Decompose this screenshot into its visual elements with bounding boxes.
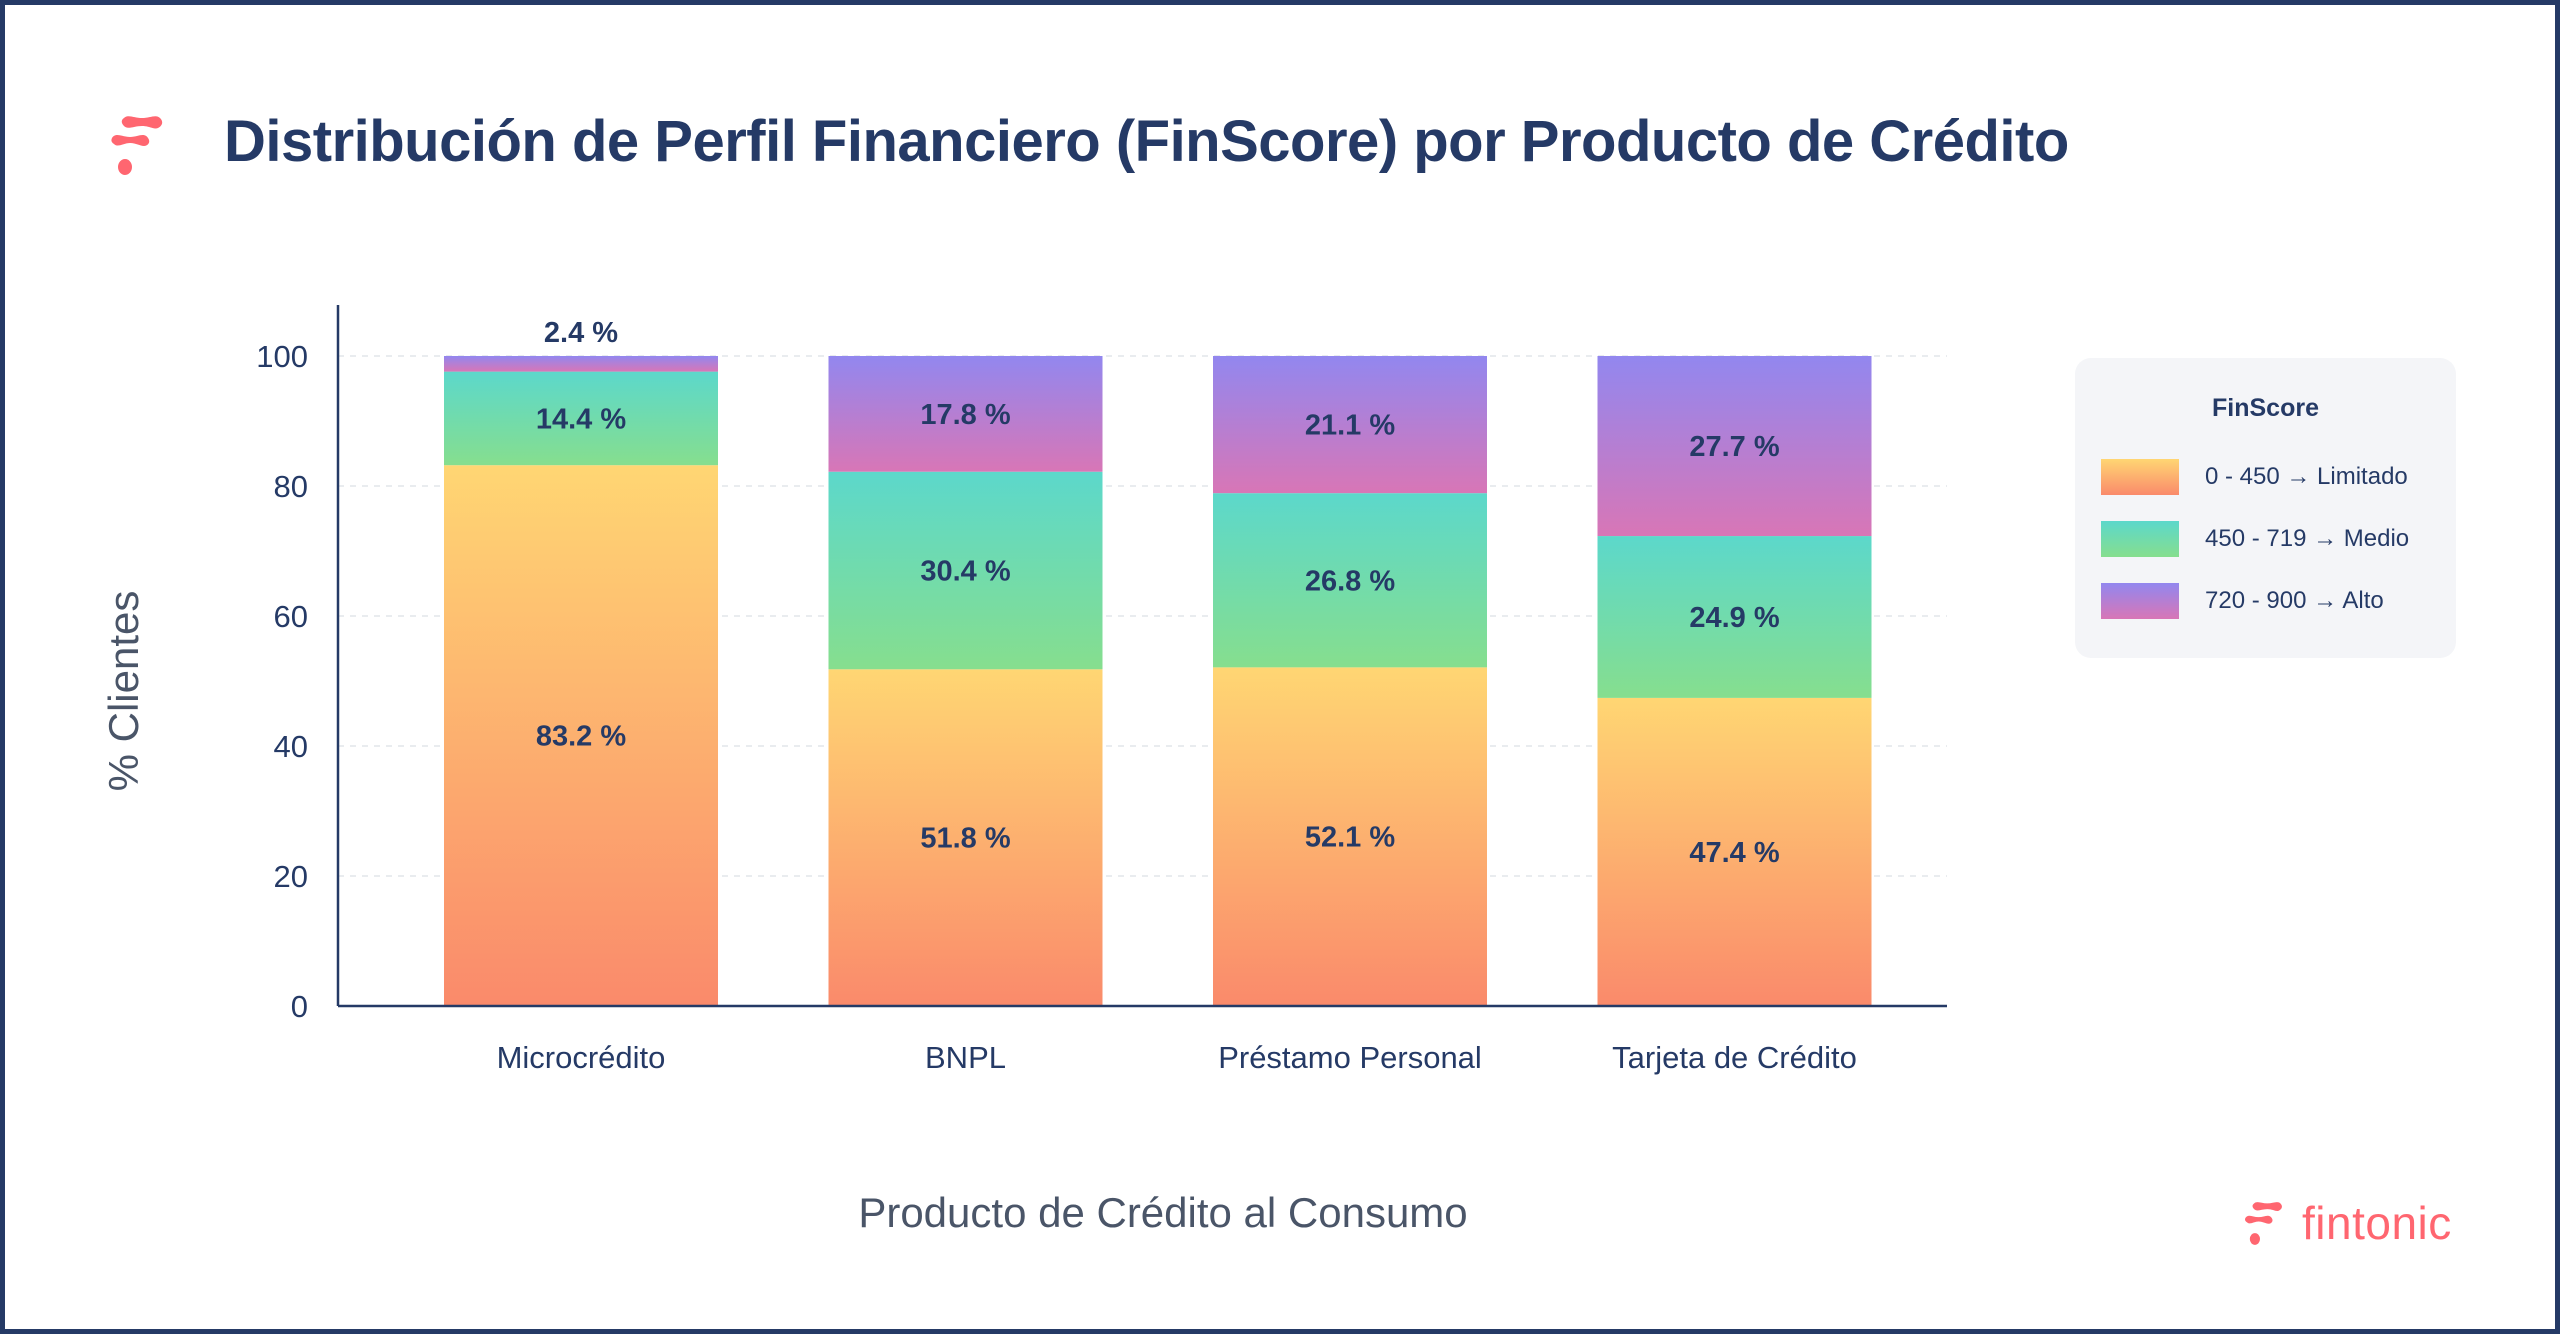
x-tick-label: BNPL — [925, 1040, 1006, 1075]
fintonic-logo-icon — [2245, 1202, 2282, 1245]
legend-swatch — [2101, 583, 2179, 619]
data-label: 52.1 % — [1305, 822, 1395, 854]
fintonic-logo-icon — [110, 112, 176, 183]
legend-title: FinScore — [2212, 394, 2319, 422]
bar-segment — [1213, 356, 1487, 494]
bar-segment — [1597, 697, 1872, 1006]
legend-label: 450 - 719 → Medio — [2205, 525, 2410, 552]
x-tick-label: Tarjeta de Crédito — [1612, 1040, 1857, 1075]
data-label: 14.4 % — [536, 403, 626, 435]
y-tick-label: 60 — [274, 599, 308, 634]
x-tick-label: Microcrédito — [497, 1040, 666, 1075]
brand-logo: fintonic — [2244, 1196, 2452, 1250]
chart-title: Distribución de Perfil Financiero (FinSc… — [224, 109, 2069, 174]
data-label: 21.1 % — [1305, 410, 1395, 442]
legend-label: 720 - 900 → Alto — [2205, 587, 2384, 614]
data-label: 17.8 % — [920, 399, 1010, 431]
brand-name: fintonic — [2302, 1197, 2452, 1249]
legend-swatch — [2101, 521, 2179, 557]
data-label: 2.4 % — [544, 317, 618, 349]
legend-item-medio: 450 - 719 → Medio — [2101, 520, 2409, 558]
y-tick-label: 100 — [256, 339, 308, 374]
bar-segment — [828, 356, 1103, 472]
data-label: 26.8 % — [1305, 565, 1395, 597]
y-axis-title: % Clientes — [100, 591, 147, 792]
bar-segment — [444, 356, 718, 372]
y-tick-label: 0 — [291, 989, 308, 1024]
data-label: 24.9 % — [1689, 602, 1779, 634]
legend-swatch — [2101, 459, 2179, 495]
data-label: 51.8 % — [920, 823, 1010, 855]
x-axis-title: Producto de Crédito al Consumo — [858, 1189, 1467, 1236]
bar-segment — [444, 465, 718, 1006]
bar-segment — [1597, 356, 1872, 537]
bar-segment — [1213, 493, 1487, 668]
data-label: 83.2 % — [536, 721, 626, 753]
data-label: 27.7 % — [1689, 431, 1779, 463]
legend: FinScore 0 - 450 → Limitado 450 - 719 → … — [2075, 358, 2456, 658]
x-tick-label: Préstamo Personal — [1218, 1040, 1482, 1075]
bar-segment — [828, 471, 1103, 670]
legend-item-limitado: 0 - 450 → Limitado — [2101, 458, 2408, 496]
legend-item-alto: 720 - 900 → Alto — [2101, 582, 2384, 620]
legend-label: 0 - 450 → Limitado — [2205, 463, 2408, 490]
bar-segment — [1597, 536, 1872, 698]
data-label: 30.4 % — [920, 556, 1010, 588]
data-label: 47.4 % — [1689, 837, 1779, 869]
bar-segment — [1213, 667, 1487, 1006]
bar-segment — [444, 371, 718, 466]
bar-segment — [828, 669, 1103, 1006]
y-tick-label: 40 — [274, 729, 308, 764]
y-tick-label: 20 — [274, 859, 308, 894]
y-tick-label: 80 — [274, 469, 308, 504]
